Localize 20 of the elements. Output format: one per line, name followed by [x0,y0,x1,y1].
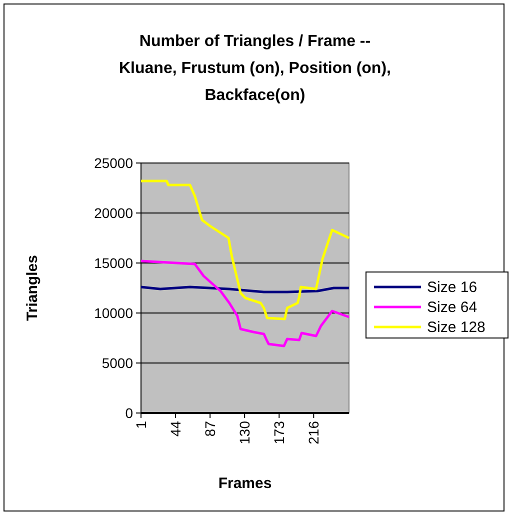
y-tick-label: 15000 [94,255,134,271]
legend-label: Size 128 [427,319,486,336]
x-axis-title: Frames [218,475,272,492]
x-tick-label: 87 [202,420,218,437]
line-series [140,180,350,320]
line-series [140,260,350,348]
y-axis-title: Triangles [24,255,41,321]
chart-title: Number of Triangles / Frame -- Kluane, Frustum (on), Position (on), Backface(on) [119,33,391,104]
y-tick-label: 10000 [94,305,134,321]
y-tick-label: 25000 [94,155,134,171]
legend-label: Size 16 [427,279,478,296]
y-tick-label: 0 [125,405,134,421]
x-tick-label: 173 [271,420,288,444]
x-tick-label: 130 [236,420,253,444]
x-tick-label: 44 [168,420,184,437]
x-tick-label: 216 [306,420,322,444]
legend-label: Size 64 [427,299,478,316]
y-tick-label: 20000 [94,205,134,221]
y-tick-label: 5000 [102,355,134,371]
x-tick-label: 1 [133,420,149,429]
